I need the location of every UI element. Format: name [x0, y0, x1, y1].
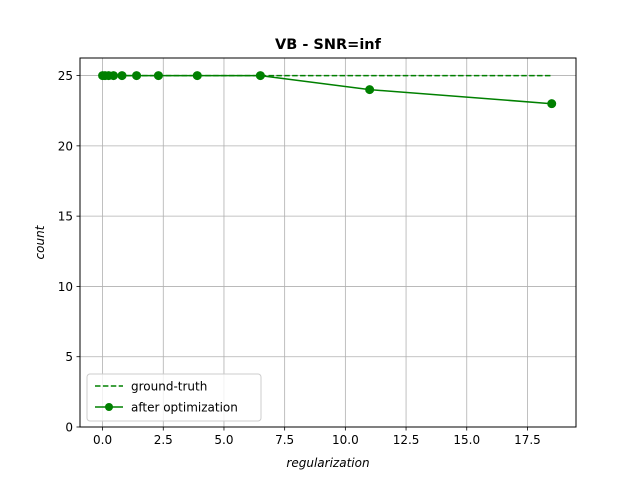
x-tick-label: 2.5 — [154, 433, 173, 447]
legend-label: ground-truth — [131, 380, 207, 394]
after-optimization-point — [109, 71, 119, 81]
chart-title: VB - SNR=inf — [275, 37, 382, 53]
y-tick-label: 10 — [58, 280, 73, 294]
x-tick-label: 7.5 — [275, 433, 294, 447]
x-tick-label: 0.0 — [93, 433, 112, 447]
x-tick-label: 17.5 — [514, 433, 541, 447]
y-tick-label: 20 — [58, 139, 73, 153]
after-optimization-point — [153, 71, 163, 81]
x-tick-label: 15.0 — [453, 433, 480, 447]
x-axis-label: regularization — [286, 456, 369, 470]
x-tick-label: 12.5 — [393, 433, 420, 447]
y-tick-label: 25 — [58, 69, 73, 83]
y-axis-label: count — [33, 224, 47, 259]
legend-swatch-marker — [105, 403, 113, 411]
axis-ticks: 0.0 2.5 5.0 7.5 10.0 12.5 15.0 17.5 0 5 10 15 20 25 — [58, 69, 541, 447]
y-tick-label: 5 — [65, 350, 73, 364]
plot-frame — [79, 57, 577, 428]
x-tick-label: 5.0 — [214, 433, 233, 447]
after-optimization-point — [365, 85, 375, 95]
after-optimization-point — [192, 71, 202, 81]
y-tick-label: 15 — [58, 210, 73, 224]
y-tick-label: 0 — [65, 421, 73, 435]
after-optimization-point — [117, 71, 127, 81]
legend-items: ground-truth after optimization — [95, 380, 238, 415]
after-optimization-point — [547, 99, 557, 109]
x-tick-label: 10.0 — [332, 433, 359, 447]
legend: ground-truth after optimization — [86, 373, 262, 422]
legend-label: after optimization — [131, 401, 238, 415]
series-layer — [98, 71, 557, 109]
after-optimization-point — [132, 71, 142, 81]
after-optimization-point — [255, 71, 265, 81]
legend-box — [86, 373, 262, 422]
